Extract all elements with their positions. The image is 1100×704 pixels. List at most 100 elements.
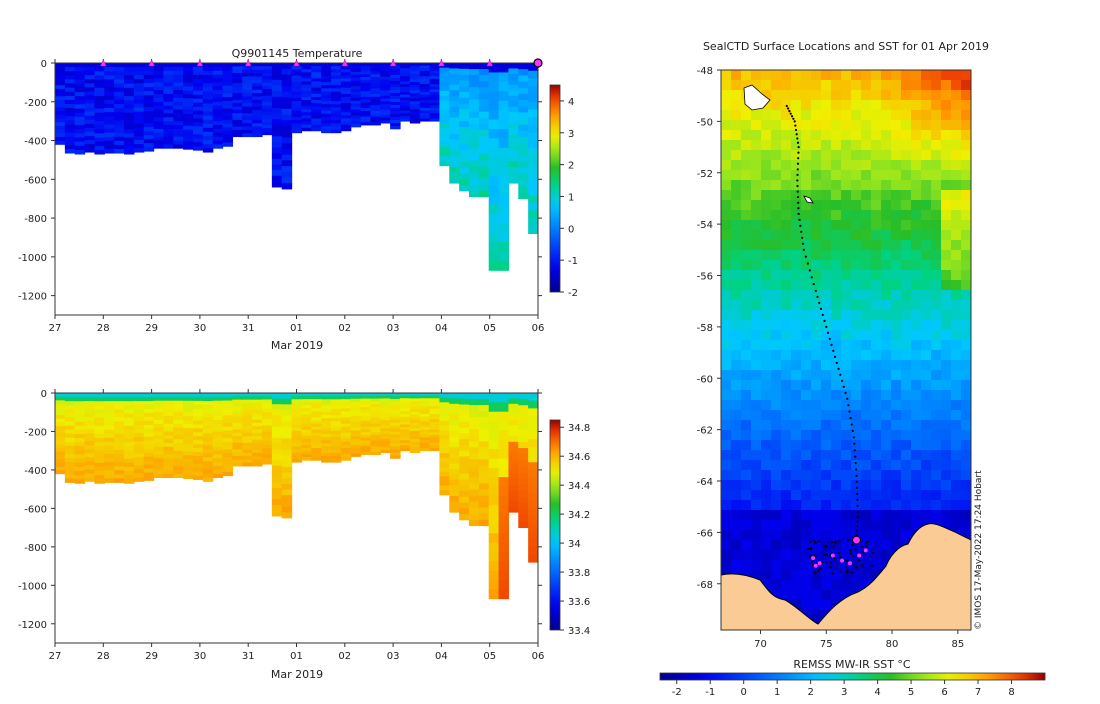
sst-cell: [891, 350, 902, 361]
section-cell: [163, 469, 174, 475]
section-cell: [331, 452, 342, 457]
section-cell: [232, 123, 243, 128]
colorbar-tick-label: 34.8: [568, 423, 590, 434]
section-cell: [429, 429, 441, 433]
section-cell: [498, 505, 510, 515]
section-cell: [74, 438, 86, 443]
track-point: [801, 242, 805, 245]
section-cell: [469, 111, 480, 119]
sst-cell: [831, 120, 842, 131]
section-cell: [212, 66, 224, 72]
section-cell: [340, 87, 352, 92]
sst-cell: [731, 120, 742, 131]
sst-cell: [741, 210, 752, 221]
section-cell: [488, 63, 500, 73]
section-cell: [212, 117, 224, 122]
section-cell: [104, 445, 115, 451]
sst-cell: [781, 420, 792, 431]
section-cell: [301, 445, 312, 449]
section-cell: [390, 116, 401, 121]
section-cell: [114, 120, 125, 125]
section-cell: [370, 116, 381, 120]
sst-cell: [791, 480, 802, 491]
sst-cell: [961, 420, 971, 431]
section-cell: [74, 116, 86, 122]
section-cell: [528, 86, 538, 95]
section-cell: [104, 449, 115, 455]
sst-cell: [821, 150, 832, 161]
section-cell: [252, 79, 263, 84]
section-cell: [518, 405, 529, 412]
section-cell: [518, 192, 529, 200]
section-cell: [262, 396, 273, 400]
sst-cell: [811, 90, 822, 101]
section-cell: [153, 140, 165, 145]
section-cell: [84, 144, 96, 149]
sst-cell: [901, 270, 912, 281]
section-cell: [321, 430, 332, 435]
sst-cell: [951, 400, 962, 411]
section-cell: [133, 127, 145, 133]
section-cell: [232, 96, 243, 101]
section-cell: [55, 411, 66, 416]
section-cell: [124, 67, 135, 72]
sst-cell: [901, 70, 912, 81]
sst-cell: [791, 70, 802, 81]
section-cell: [55, 470, 66, 475]
sst-cell: [811, 210, 822, 221]
section-cell: [331, 402, 342, 406]
section-cell: [340, 445, 352, 449]
section-cell: [488, 176, 500, 186]
section-cell: [143, 468, 155, 473]
section-cell: [291, 113, 303, 118]
section-cell: [390, 440, 401, 444]
sst-cell: [911, 220, 922, 231]
section-cell: [74, 421, 86, 427]
section-cell: [183, 420, 194, 425]
section-cell: [222, 142, 234, 147]
section-cell: [232, 393, 243, 397]
section-cell: [84, 83, 96, 88]
section-cell: [242, 406, 253, 411]
section-cell: [419, 434, 431, 438]
section-cell: [508, 134, 519, 140]
track-point: [848, 410, 851, 413]
sst-cell: [911, 400, 922, 411]
section-cell: [173, 128, 184, 134]
sst-cell: [941, 190, 952, 201]
section-cell: [74, 71, 86, 76]
sst-cell: [931, 310, 942, 321]
section-cell: [262, 425, 273, 429]
section-cell: [183, 470, 194, 476]
section-cell: [321, 433, 332, 438]
sst-cell: [881, 230, 892, 241]
sst-cell: [961, 90, 971, 101]
sst-cell: [731, 470, 742, 481]
sst-cell: [951, 290, 962, 301]
sst-cell: [851, 70, 862, 81]
section-cell: [143, 111, 155, 116]
section-cell: [518, 399, 529, 406]
sst-cell: [791, 440, 802, 451]
sst-cell: [871, 530, 882, 541]
section-cell: [340, 432, 352, 437]
section-cell: [469, 417, 480, 424]
section-cell: [409, 117, 421, 121]
section-cell: [419, 68, 431, 72]
section-cell: [311, 66, 322, 70]
sst-cell: [731, 400, 742, 411]
section-cell: [429, 432, 441, 436]
sst-cell: [871, 330, 882, 341]
sst-cell: [961, 490, 971, 501]
sst-cell: [851, 300, 862, 311]
section-cell: [331, 116, 342, 121]
sst-cell: [791, 490, 802, 501]
sst-cell: [831, 420, 842, 431]
sst-cell: [821, 530, 832, 541]
section-cell: [301, 408, 312, 412]
section-cell: [488, 242, 500, 252]
section-cell: [212, 136, 224, 141]
section-cell: [252, 106, 263, 111]
section-cell: [340, 78, 352, 82]
section-cell: [222, 426, 234, 431]
